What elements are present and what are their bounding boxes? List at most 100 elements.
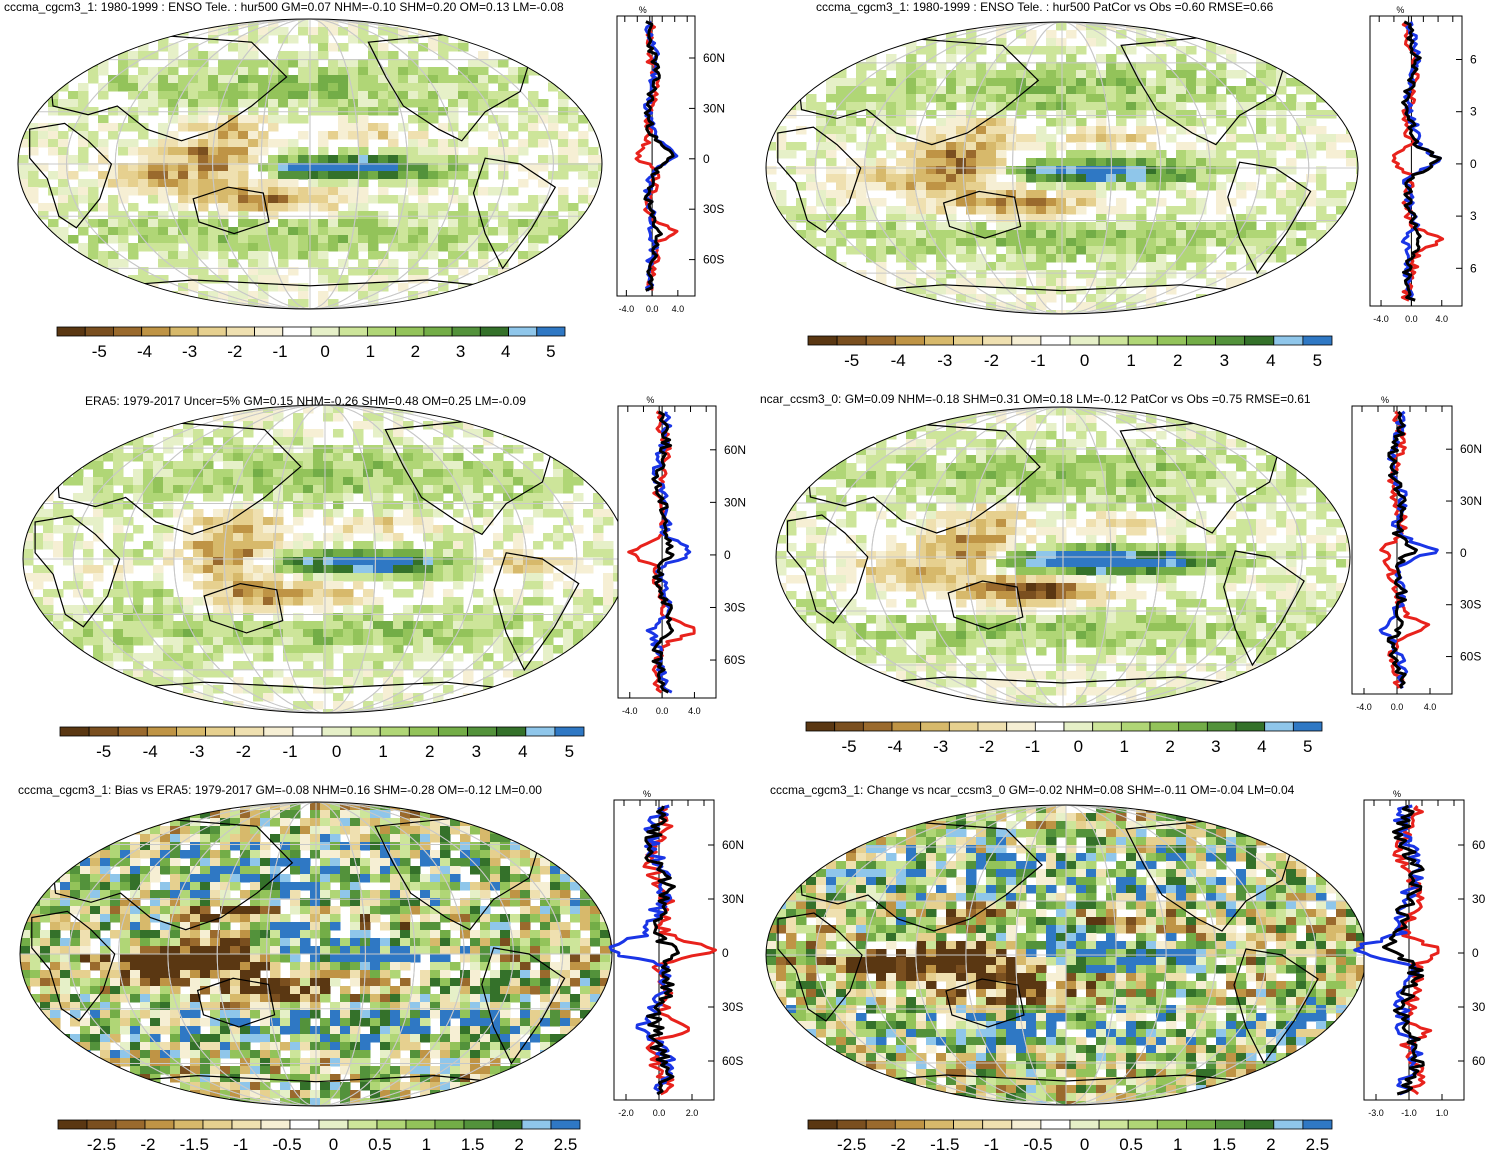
shading-cell xyxy=(113,509,124,518)
shading-cell xyxy=(876,230,887,239)
shading-cell xyxy=(836,222,847,231)
shading-cell xyxy=(73,573,84,582)
shading-cell xyxy=(518,115,529,124)
shading-cell xyxy=(558,19,569,28)
shading-cell xyxy=(503,445,514,454)
shading-cell xyxy=(108,235,119,244)
shading-cell xyxy=(1156,78,1167,87)
shading-cell xyxy=(866,158,877,167)
shading-cell xyxy=(906,166,917,175)
shading-cell xyxy=(1216,294,1227,303)
shading-cell xyxy=(533,493,544,502)
shading-cell xyxy=(926,182,937,191)
shading-cell xyxy=(543,637,554,646)
shading-cell xyxy=(228,203,239,212)
shading-cell xyxy=(393,589,404,598)
shading-cell xyxy=(463,517,474,526)
shading-cell xyxy=(23,645,34,654)
shading-cell xyxy=(518,27,529,36)
shading-cell xyxy=(198,99,209,108)
shading-cell xyxy=(528,219,539,228)
shading-cell xyxy=(1346,86,1357,95)
shading-cell xyxy=(533,509,544,518)
shading-cell xyxy=(73,637,84,646)
shading-cell xyxy=(593,557,604,566)
shading-cell xyxy=(248,51,259,60)
shading-cell xyxy=(263,669,274,678)
shading-cell xyxy=(158,227,169,236)
shading-cell xyxy=(1296,254,1307,263)
shading-cell xyxy=(1266,310,1277,314)
shading-cell xyxy=(308,195,319,204)
shading-cell xyxy=(133,493,144,502)
shading-cell xyxy=(88,107,99,116)
shading-cell xyxy=(78,195,89,204)
shading-cell xyxy=(448,307,459,309)
shading-cell xyxy=(88,43,99,52)
map-border xyxy=(17,18,603,310)
shading-cell xyxy=(1196,198,1207,207)
shading-cell xyxy=(896,254,907,263)
shading-cell xyxy=(173,597,184,606)
shading-cell xyxy=(303,477,314,486)
shading-cell xyxy=(766,22,777,31)
shading-cell xyxy=(846,174,857,183)
shading-cell xyxy=(243,421,254,430)
shading-cell xyxy=(398,227,409,236)
shading-cell xyxy=(508,131,519,140)
shading-cell xyxy=(258,219,269,228)
shading-cell xyxy=(448,235,459,244)
shading-cell xyxy=(128,251,139,260)
shading-cell xyxy=(188,115,199,124)
shading-cell xyxy=(1206,78,1217,87)
shading-cell xyxy=(876,118,887,127)
shading-cell xyxy=(158,43,169,52)
shading-cell xyxy=(73,437,84,446)
shading-cell xyxy=(1096,182,1107,191)
shading-cell xyxy=(38,19,49,28)
shading-cell xyxy=(543,629,554,638)
shading-cell xyxy=(143,693,154,702)
shading-cell xyxy=(1176,182,1187,191)
shading-cell xyxy=(323,653,334,662)
shading-cell xyxy=(508,235,519,244)
shading-cell xyxy=(1306,142,1317,151)
profile-curve-total xyxy=(651,410,675,694)
shading-cell xyxy=(218,115,229,124)
shading-cell xyxy=(528,235,539,244)
shading-cell xyxy=(886,62,897,71)
shading-cell xyxy=(383,477,394,486)
shading-cell xyxy=(368,243,379,252)
shading-cell xyxy=(408,275,419,284)
shading-cell xyxy=(926,70,937,79)
shading-cell xyxy=(18,203,29,212)
shading-cell xyxy=(443,541,454,550)
shading-cell xyxy=(1116,286,1127,295)
shading-cell xyxy=(78,259,89,268)
shading-cell xyxy=(233,453,244,462)
shading-cell xyxy=(548,283,559,292)
shading-cell xyxy=(253,677,264,686)
shading-cell xyxy=(916,278,927,287)
shading-cell xyxy=(373,557,384,566)
shading-cell xyxy=(188,139,199,148)
shading-cell xyxy=(393,453,404,462)
graticule xyxy=(766,22,1358,314)
shading-cell xyxy=(518,251,529,260)
shading-cell xyxy=(836,230,847,239)
shading-cell xyxy=(816,214,827,223)
shading-cell xyxy=(33,573,44,582)
shading-cell xyxy=(1316,214,1327,223)
colorbar-swatch xyxy=(395,326,425,337)
shading-cell xyxy=(598,299,602,308)
shading-cell xyxy=(343,549,354,558)
shading-cell xyxy=(163,461,174,470)
shading-cell xyxy=(926,86,937,95)
shading-cell xyxy=(193,629,204,638)
shading-cell xyxy=(133,637,144,646)
shading-cell xyxy=(1016,214,1027,223)
shading-cell xyxy=(198,307,209,309)
shading-cell xyxy=(113,645,124,654)
shading-cell xyxy=(493,421,504,430)
shading-cell xyxy=(603,541,614,550)
